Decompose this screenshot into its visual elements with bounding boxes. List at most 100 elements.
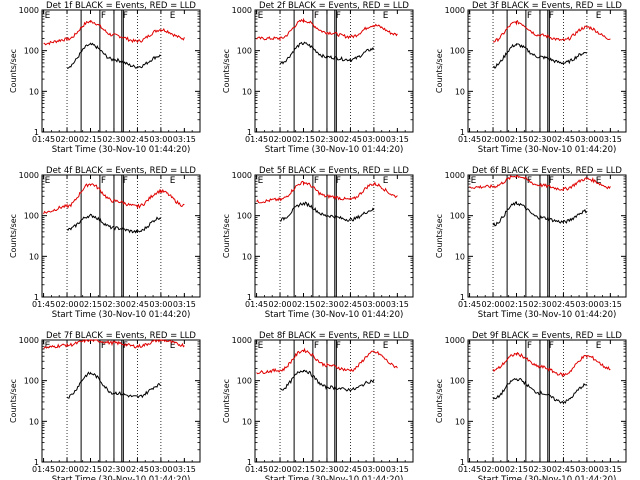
x-tick-label: 03:00 xyxy=(362,465,385,474)
x-tick-label: 02:45 xyxy=(126,300,149,309)
x-tick-label: 02:30 xyxy=(315,465,338,474)
x-axis-label: Start Time (30-Nov-10 01:44:20) xyxy=(52,145,191,155)
y-tick-label: 10 xyxy=(29,87,39,96)
x-tick-label: 03:00 xyxy=(149,300,172,309)
x-tick-label: 03:00 xyxy=(575,135,598,144)
y-tick-label: 1 xyxy=(247,458,252,467)
x-tick-label: 02:15 xyxy=(505,300,528,309)
chart-panel-8: Det 8f BLACK = Events, RED = LLD 1 10 100 10… xyxy=(222,331,414,480)
y-axis-label: Counts/sec xyxy=(9,214,18,258)
x-tick-label: 02:30 xyxy=(102,135,125,144)
x-tick-label: 03:15 xyxy=(386,465,409,474)
x-tick-label: 02:45 xyxy=(339,465,362,474)
chart-title: Det 5f BLACK = Events, RED = LLD xyxy=(259,166,409,176)
marker-label-E: E xyxy=(383,341,389,351)
x-tick-label: 02:30 xyxy=(315,300,338,309)
x-tick-label: 02:15 xyxy=(292,465,315,474)
y-tick-label: 1000 xyxy=(232,171,252,180)
marker-label-E: E xyxy=(45,11,51,21)
series-line-events xyxy=(492,43,588,69)
x-tick-label: 03:15 xyxy=(599,135,622,144)
y-tick-label: 10 xyxy=(455,87,465,96)
series-line-lld xyxy=(256,180,398,204)
marker-label-F: F xyxy=(314,11,319,21)
x-tick-label: 03:00 xyxy=(149,135,172,144)
marker-label-E: E xyxy=(383,176,389,186)
chart-title: Det 8f BLACK = Events, RED = LLD xyxy=(259,331,409,341)
series-line-events xyxy=(66,213,162,234)
x-tick-label: 02:00 xyxy=(481,300,504,309)
x-tick-label: 01:45 xyxy=(245,465,268,474)
y-tick-label: 1000 xyxy=(445,336,465,345)
series-line-lld xyxy=(43,339,185,349)
x-tick-label: 02:30 xyxy=(102,465,125,474)
x-tick-label: 02:45 xyxy=(552,465,575,474)
x-tick-label: 02:30 xyxy=(102,300,125,309)
series-line-events xyxy=(492,201,588,227)
y-tick-label: 10 xyxy=(29,417,39,426)
y-axis-label: Counts/sec xyxy=(435,214,444,258)
chart-panel-4: Det 4f BLACK = Events, RED = LLD 1 10 100 10… xyxy=(9,166,201,320)
plot-frame xyxy=(254,339,414,463)
y-axis-label: Counts/sec xyxy=(435,379,444,423)
x-tick-label: 02:00 xyxy=(268,300,291,309)
series-line-events xyxy=(492,377,588,405)
x-tick-label: 02:00 xyxy=(481,135,504,144)
y-tick-label: 1 xyxy=(34,293,39,302)
x-tick-label: 01:45 xyxy=(32,135,55,144)
y-tick-label: 1 xyxy=(460,458,465,467)
marker-label-E: E xyxy=(170,176,176,186)
chart-panel-1: Det 1f BLACK = Events, RED = LLD 1 10 100 10… xyxy=(9,1,201,155)
series-line-lld xyxy=(43,183,185,215)
marker-label-E: E xyxy=(170,11,176,21)
series-line-lld xyxy=(43,19,185,46)
series-line-lld xyxy=(256,17,398,42)
marker-label-E: E xyxy=(596,11,602,21)
x-tick-label: 02:30 xyxy=(528,135,551,144)
x-tick-label: 01:45 xyxy=(458,465,481,474)
plot-frame xyxy=(467,339,627,463)
x-tick-label: 02:00 xyxy=(481,465,504,474)
y-tick-label: 100 xyxy=(24,377,39,386)
marker-label-F: F xyxy=(314,341,319,351)
y-axis-label: Counts/sec xyxy=(435,49,444,93)
marker-label-F: F xyxy=(101,11,106,21)
x-tick-label: 01:45 xyxy=(32,300,55,309)
chart-panel-2: Det 2f BLACK = Events, RED = LLD 1 10 100 10… xyxy=(222,1,414,155)
marker-label-F: F xyxy=(527,341,532,351)
x-tick-label: 02:45 xyxy=(339,135,362,144)
chart-title: Det 3f BLACK = Events, RED = LLD xyxy=(472,1,622,11)
x-tick-label: 03:15 xyxy=(173,300,196,309)
y-tick-label: 1 xyxy=(34,128,39,137)
marker-label-F: F xyxy=(314,176,319,186)
x-tick-label: 02:45 xyxy=(552,135,575,144)
y-tick-label: 1000 xyxy=(445,171,465,180)
x-tick-label: 01:45 xyxy=(458,135,481,144)
marker-label-E: E xyxy=(471,176,477,186)
y-tick-label: 1 xyxy=(247,293,252,302)
y-tick-label: 100 xyxy=(237,377,252,386)
y-tick-label: 100 xyxy=(24,212,39,221)
x-tick-label: 03:15 xyxy=(599,300,622,309)
x-tick-label: 02:15 xyxy=(79,465,102,474)
chart-title: Det 9f BLACK = Events, RED = LLD xyxy=(472,331,622,341)
y-tick-label: 1000 xyxy=(232,336,252,345)
marker-label-F: F xyxy=(123,11,128,21)
x-tick-label: 02:00 xyxy=(55,300,78,309)
y-tick-label: 1000 xyxy=(19,336,39,345)
x-tick-label: 02:00 xyxy=(55,465,78,474)
y-tick-label: 10 xyxy=(242,87,252,96)
chart-panel-5: Det 5f BLACK = Events, RED = LLD 1 10 100 10… xyxy=(222,166,414,320)
y-tick-label: 10 xyxy=(455,252,465,261)
x-tick-label: 03:15 xyxy=(386,300,409,309)
marker-label-F: F xyxy=(527,11,532,21)
x-tick-label: 02:00 xyxy=(268,135,291,144)
y-tick-label: 1 xyxy=(34,458,39,467)
x-tick-label: 01:45 xyxy=(458,300,481,309)
marker-label-E: E xyxy=(258,11,264,21)
x-tick-label: 01:45 xyxy=(245,300,268,309)
series-line-lld xyxy=(492,20,611,43)
marker-label-E: E xyxy=(45,341,51,351)
x-tick-label: 01:45 xyxy=(245,135,268,144)
